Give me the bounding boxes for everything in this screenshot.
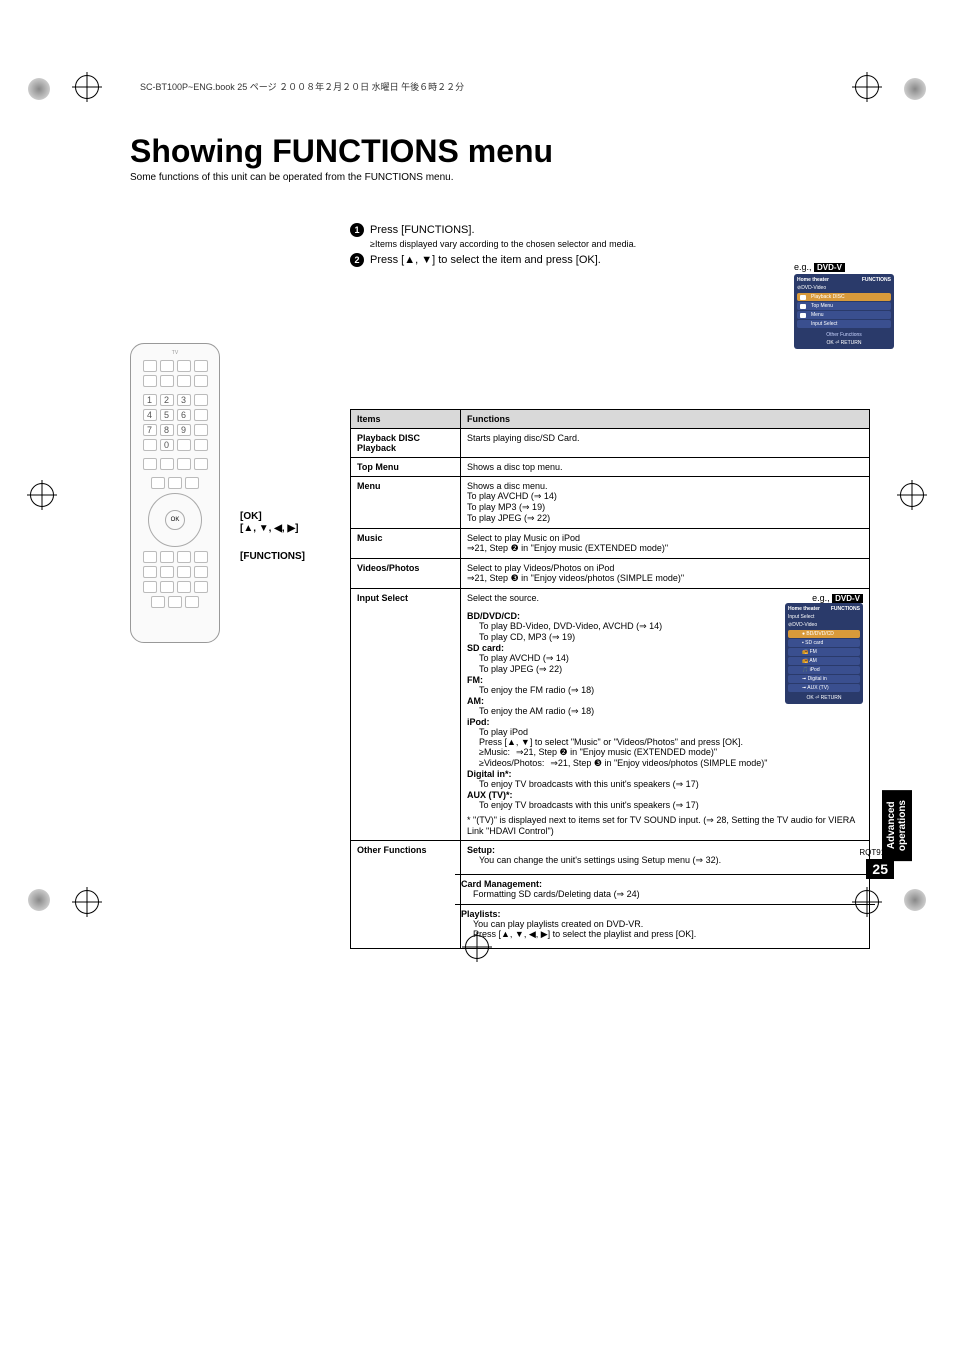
- crop-mark-icon: [855, 75, 879, 99]
- page-footer: RQT9129 25: [859, 848, 894, 879]
- main-column: 1 Press [FUNCTIONS]. ≥Items displayed va…: [350, 223, 870, 949]
- func-topmenu: Shows a disc top menu.: [461, 458, 870, 477]
- table-row: Other Functions Setup: You can change th…: [351, 841, 870, 949]
- corner-dot-icon: [904, 78, 926, 100]
- crop-mark-icon: [75, 890, 99, 914]
- page-number: 25: [866, 859, 894, 879]
- osd-input-select: Home theater FUNCTIONS Input Select ⊘DVD…: [785, 603, 863, 704]
- func-menu: Shows a disc menu. To play AVCHD (⇒ 14) …: [461, 477, 870, 529]
- item-topmenu: Top Menu: [351, 458, 461, 477]
- corner-dot-icon: [28, 889, 50, 911]
- table-row: Videos/Photos Select to play Videos/Phot…: [351, 559, 870, 589]
- page-title: Showing FUNCTIONS menu: [130, 133, 914, 170]
- osd-item: Playback DISC: [797, 293, 891, 301]
- func-playback: Starts playing disc/SD Card.: [461, 429, 870, 458]
- dvd-v-badge: DVD-V: [832, 594, 863, 603]
- callout-ok: [OK]: [240, 511, 262, 522]
- func-other: Setup: You can change the unit's setting…: [461, 841, 870, 949]
- table-row: Playback DISC Playback Starts playing di…: [351, 429, 870, 458]
- step-note: ≥Items displayed vary according to the c…: [370, 239, 870, 249]
- item-music: Music: [351, 529, 461, 559]
- page-subtitle: Some functions of this unit can be opera…: [130, 172, 914, 183]
- header-meta: SC-BT100P~ENG.book 25 ページ ２００８年２月２０日 水曜日…: [140, 80, 914, 93]
- crop-mark-icon: [900, 483, 924, 507]
- remote-column: TV 123 456 789 0 OK [OK]: [130, 223, 330, 949]
- table-row: Music Select to play Music on iPod ⇒21, …: [351, 529, 870, 559]
- steps: 1 Press [FUNCTIONS]. ≥Items displayed va…: [350, 223, 870, 267]
- step-number: 1: [350, 223, 364, 237]
- callout-functions: [FUNCTIONS]: [240, 551, 305, 562]
- table-row: Input Select Select the source. e.g., DV…: [351, 589, 870, 841]
- osd-head-right: FUNCTIONS: [862, 277, 891, 283]
- footer-code: RQT9129: [859, 848, 894, 857]
- func-videos: Select to play Videos/Photos on iPod ⇒21…: [461, 559, 870, 589]
- step-text: Press [FUNCTIONS].: [370, 224, 870, 236]
- dvd-v-badge: DVD-V: [814, 263, 845, 272]
- page: SC-BT100P~ENG.book 25 ページ ２００８年２月２０日 水曜日…: [0, 0, 954, 989]
- callout-arrows: [▲, ▼, ◀, ▶]: [240, 523, 299, 534]
- th-items: Items: [351, 410, 461, 429]
- item-videos: Videos/Photos: [351, 559, 461, 589]
- table-row: Menu Shows a disc menu. To play AVCHD (⇒…: [351, 477, 870, 529]
- osd-item: Input Select: [797, 320, 891, 328]
- item-other: Other Functions: [351, 841, 461, 949]
- table-row: Top Menu Shows a disc top menu.: [351, 458, 870, 477]
- functions-table: Items Functions Playback DISC Playback S…: [350, 409, 870, 949]
- crop-mark-icon: [30, 483, 54, 507]
- step-number: 2: [350, 253, 364, 267]
- example-osd-block: e.g., DVD-V Home theater FUNCTIONS ⊘DVD-…: [794, 262, 894, 349]
- func-music: Select to play Music on iPod ⇒21, Step ❷…: [461, 529, 870, 559]
- item-input-select: Input Select: [351, 589, 461, 841]
- func-input-select: Select the source. e.g., DVD-V Home thea…: [461, 589, 870, 841]
- crop-mark-icon: [855, 890, 879, 914]
- osd-head-left: Home theater: [797, 277, 829, 283]
- corner-dot-icon: [904, 889, 926, 911]
- item-playback: Playback DISC Playback: [351, 429, 461, 458]
- eg-label: e.g., DVD-V: [794, 262, 894, 272]
- corner-dot-icon: [28, 78, 50, 100]
- th-functions: Functions: [461, 410, 870, 429]
- crop-mark-icon: [75, 75, 99, 99]
- osd-item: Top Menu: [797, 302, 891, 310]
- osd-footer: OK ⏎ RETURN: [797, 340, 891, 346]
- osd-functions-menu: Home theater FUNCTIONS ⊘DVD-Video Playba…: [794, 274, 894, 349]
- crop-mark-icon: [465, 935, 489, 959]
- remote-ok-button: OK: [165, 510, 185, 530]
- item-menu: Menu: [351, 477, 461, 529]
- osd-sub: ⊘DVD-Video: [797, 285, 891, 291]
- remote-dpad: OK: [148, 493, 202, 547]
- remote-illustration: TV 123 456 789 0 OK: [130, 343, 220, 643]
- osd-item: Menu: [797, 311, 891, 319]
- osd-other-label: Other Functions: [797, 332, 891, 338]
